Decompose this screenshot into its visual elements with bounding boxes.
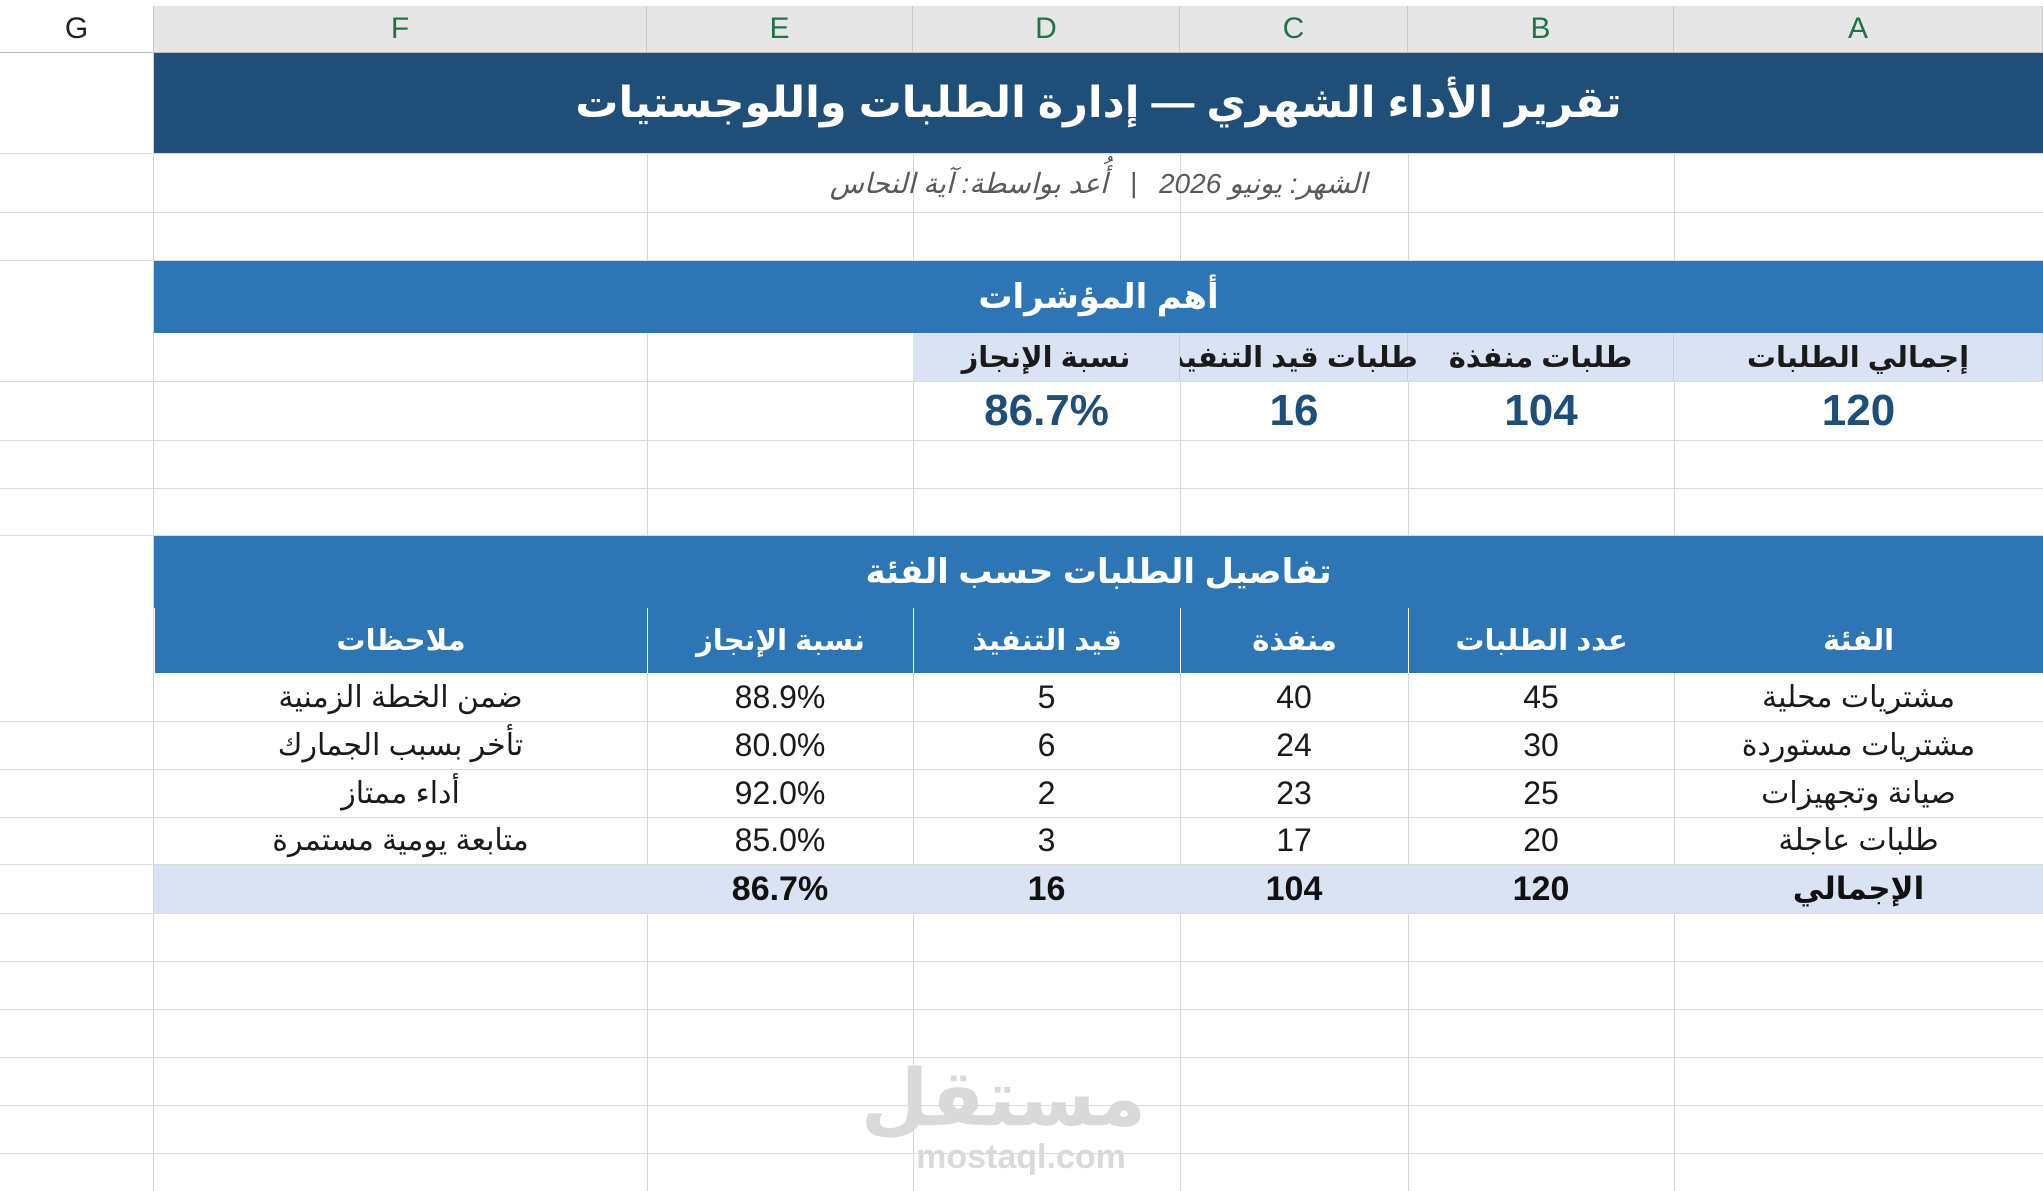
cell-done[interactable]: 23 <box>1276 774 1312 811</box>
subtitle-separator: | <box>1129 167 1137 198</box>
gridline <box>0 381 2043 382</box>
cell-pending[interactable]: 3 <box>1037 822 1056 858</box>
gridline <box>0 1105 2043 1106</box>
cell-notes[interactable]: أداء ممتاز <box>341 776 460 810</box>
gridline <box>0 153 2043 154</box>
cell-count[interactable]: 30 <box>1523 726 1559 763</box>
column-header-c[interactable]: C <box>1180 6 1408 53</box>
total-pending[interactable]: 16 <box>913 865 1180 913</box>
cell-count[interactable]: 45 <box>1523 678 1559 715</box>
top-margin <box>0 0 2043 6</box>
kpi-value-done[interactable]: 104 <box>1504 386 1578 435</box>
kpi-value-pending[interactable]: 16 <box>1269 386 1319 435</box>
watermark-latin: mostaql.com <box>916 1138 1126 1176</box>
header-done[interactable]: منفذة <box>1180 608 1408 673</box>
gridline <box>0 1009 2043 1010</box>
total-label[interactable]: الإجمالي <box>1674 865 2043 913</box>
gridline <box>0 1153 2043 1154</box>
details-section-title[interactable]: تفاصيل الطلبات حسب الفئة <box>154 536 2043 608</box>
gridline <box>0 488 2043 489</box>
cell-rate[interactable]: 92.0% <box>734 774 826 811</box>
column-header-a[interactable]: A <box>1674 6 2043 53</box>
cell-count[interactable]: 20 <box>1523 822 1559 858</box>
report-title[interactable]: تقرير الأداء الشهري — إدارة الطلبات والل… <box>154 53 2043 153</box>
gridline <box>0 535 2043 536</box>
gridline <box>0 1057 2043 1058</box>
header-notes[interactable]: ملاحظات <box>154 608 647 673</box>
cell-rate[interactable]: 80.0% <box>734 726 826 763</box>
kpi-label-pending[interactable]: طلبات قيد التنفيذ <box>1169 333 1418 381</box>
kpi-label-rate[interactable]: نسبة الإنجاز <box>913 333 1180 381</box>
report-subtitle[interactable]: الشهر: يونيو 2026 | أُعد بواسطة: آية الن… <box>154 154 2043 212</box>
gridline <box>0 440 2043 441</box>
cell-rate[interactable]: 85.0% <box>734 822 826 858</box>
cell-done[interactable]: 40 <box>1276 678 1312 715</box>
gridline <box>0 864 2043 865</box>
gridline <box>0 769 2043 770</box>
column-header-f[interactable]: F <box>154 6 647 53</box>
column-header-b[interactable]: B <box>1408 6 1674 53</box>
cell-category[interactable]: صيانة وتجهيزات <box>1761 776 1956 810</box>
kpi-section-title[interactable]: أهم المؤشرات <box>154 261 2043 333</box>
report-month: الشهر: يونيو 2026 <box>1158 167 1368 199</box>
header-rate[interactable]: نسبة الإنجاز <box>647 608 913 673</box>
gridline <box>153 53 154 1191</box>
report-author: أُعد بواسطة: آية النحاس <box>829 167 1108 199</box>
cell-category[interactable]: مشتريات مستوردة <box>1741 728 1976 762</box>
cell-notes[interactable]: تأخر بسبب الجمارك <box>277 728 524 762</box>
column-header-d[interactable]: D <box>913 6 1180 53</box>
header-category[interactable]: الفئة <box>1674 608 2043 673</box>
gridline <box>0 913 2043 914</box>
total-notes[interactable] <box>154 865 647 913</box>
total-count[interactable]: 120 <box>1408 865 1674 913</box>
kpi-value-total[interactable]: 120 <box>1821 386 1896 435</box>
cell-category[interactable]: طلبات عاجلة <box>1778 824 1939 857</box>
cell-pending[interactable]: 5 <box>1037 678 1056 715</box>
total-rate[interactable]: 86.7% <box>647 865 913 913</box>
gridline <box>0 260 2043 261</box>
header-pending[interactable]: قيد التنفيذ <box>913 608 1180 673</box>
header-count[interactable]: عدد الطلبات <box>1408 608 1674 673</box>
gridline <box>0 817 2043 818</box>
column-header-e[interactable]: E <box>647 6 913 53</box>
cell-rate[interactable]: 88.9% <box>734 678 826 715</box>
cell-done[interactable]: 17 <box>1276 822 1312 858</box>
total-done[interactable]: 104 <box>1180 865 1408 913</box>
gridline <box>0 961 2043 962</box>
cell-category[interactable]: مشتريات محلية <box>1762 680 1956 714</box>
kpi-label-done[interactable]: طلبات منفذة <box>1408 333 1674 381</box>
watermark: مستقل mostaql.com <box>860 1054 1146 1176</box>
watermark-arabic: مستقل <box>860 1054 1146 1142</box>
gridline <box>0 721 2043 722</box>
cell-notes[interactable]: متابعة يومية مستمرة <box>272 824 529 857</box>
cell-pending[interactable]: 6 <box>1037 726 1056 763</box>
cell-count[interactable]: 25 <box>1523 774 1559 811</box>
cell-done[interactable]: 24 <box>1276 726 1312 763</box>
kpi-value-rate[interactable]: 86.7% <box>984 386 1109 435</box>
cell-pending[interactable]: 2 <box>1037 774 1056 811</box>
column-header-g[interactable]: G <box>0 6 154 53</box>
cell-notes[interactable]: ضمن الخطة الزمنية <box>278 680 523 714</box>
kpi-label-total[interactable]: إجمالي الطلبات <box>1674 333 2043 381</box>
gridline <box>0 212 2043 213</box>
